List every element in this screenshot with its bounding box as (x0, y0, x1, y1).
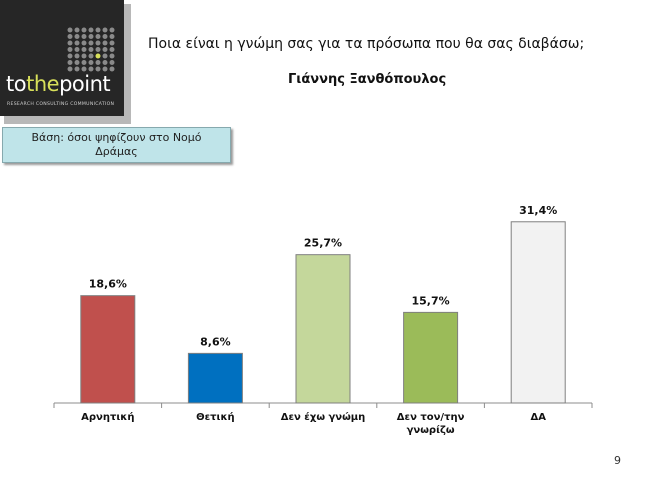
logo-dot (102, 34, 108, 39)
logo-dot (109, 27, 115, 33)
bar (80, 295, 136, 404)
bar (295, 254, 351, 404)
logo-dot (88, 47, 94, 52)
category-label: Θετική (196, 411, 235, 423)
logo-dot (81, 60, 87, 65)
logo-dot (67, 27, 73, 33)
logo-dot (109, 34, 115, 39)
logo-dot (81, 47, 87, 52)
logo-dot (74, 66, 80, 72)
logo-dot (88, 27, 94, 33)
data-label: 15,7% (412, 294, 450, 307)
logo-dot (109, 60, 115, 65)
base-note: Βάση: όσοι ψηφίζουν στο Νομό Δράμας (2, 127, 231, 163)
category-label: ΔΑ (530, 412, 546, 423)
logo-dot (102, 66, 108, 72)
logo-dot (95, 66, 101, 72)
data-label: 31,4% (519, 204, 557, 217)
category-label: γνωρίζω (407, 424, 455, 436)
logo-dot (74, 60, 80, 65)
logo-dot (88, 34, 94, 39)
page-number: 9 (614, 454, 621, 467)
logo-dot (67, 40, 73, 46)
company-logo: tothepoint RESEARCH CONSULTING COMMUNICA… (0, 0, 124, 116)
data-label: 18,6% (89, 278, 127, 291)
logo-dot (88, 66, 94, 72)
bar (403, 311, 459, 404)
brand-name: tothepoint (6, 72, 111, 96)
data-label: 25,7% (304, 237, 342, 250)
logo-dot (74, 34, 80, 39)
data-label: 8,6% (200, 335, 231, 348)
logo-dot (88, 53, 94, 59)
base-note-text: Βάση: όσοι ψηφίζουν στο Νομό Δράμας (3, 131, 230, 159)
category-label: Δεν έχω γνώμη (281, 411, 366, 423)
base-note-line-1: Βάση: όσοι ψηφίζουν στο Νομό (31, 131, 202, 144)
logo-dot (102, 27, 108, 33)
logo-dot (81, 34, 87, 39)
logo-dot (81, 53, 87, 59)
logo-dot (67, 53, 73, 59)
dot-grid-icon (67, 27, 115, 72)
logo-dot (74, 27, 80, 33)
base-note-line-2: Δράμας (95, 145, 138, 158)
logo-dot (81, 66, 87, 72)
logo-dot (109, 66, 115, 72)
logo-dot (67, 34, 73, 39)
logo-dot (95, 47, 101, 52)
logo-dot (88, 40, 94, 46)
logo-dot (95, 40, 101, 46)
logo-dot (95, 34, 101, 39)
logo-dot (102, 60, 108, 65)
category-label: Δεν τον/την (397, 412, 465, 423)
survey-question: Ποια είναι η γνώμη σας για τα πρόσωπα πο… (148, 36, 585, 52)
brand-tagline: RESEARCH CONSULTING COMMUNICATION (7, 102, 115, 107)
logo-dot (74, 53, 80, 59)
logo-dot (74, 40, 80, 46)
logo-dot (102, 40, 108, 46)
logo-dot (109, 53, 115, 59)
person-name: Γιάννης Ξανθόπουλος (288, 72, 447, 87)
logo-dot (102, 47, 108, 52)
logo-dot (102, 53, 108, 59)
logo-dot (88, 60, 94, 65)
logo-dot (67, 66, 73, 72)
bar (510, 221, 566, 404)
logo-dot-accent (95, 53, 101, 59)
logo-dot (109, 47, 115, 52)
logo-dot (74, 47, 80, 52)
logo-dot (67, 60, 73, 65)
logo-dot (95, 27, 101, 33)
logo-dot (95, 60, 101, 65)
logo-dot (81, 40, 87, 46)
bar (187, 352, 243, 404)
logo-dot (81, 27, 87, 33)
logo-dot (67, 47, 73, 52)
category-label: Αρνητική (81, 411, 134, 423)
logo-dot (109, 40, 115, 46)
